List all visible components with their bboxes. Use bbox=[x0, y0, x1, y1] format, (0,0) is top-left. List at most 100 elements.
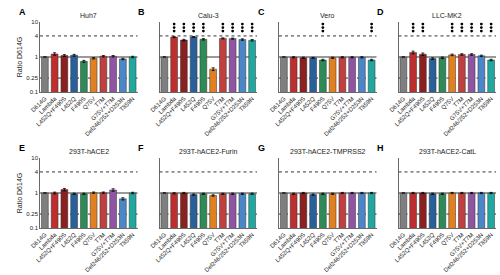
svg-text:L452Q+F490S: L452Q+F490S bbox=[274, 232, 306, 264]
svg-text:L452Q: L452Q bbox=[179, 95, 196, 112]
svg-text:Huh7: Huh7 bbox=[80, 12, 97, 19]
svg-text:F490S: F490S bbox=[189, 232, 206, 249]
svg-text:T7M: T7M bbox=[332, 232, 345, 245]
svg-text:D: D bbox=[377, 7, 384, 17]
svg-text:293T-hACE2-TMPRSS2: 293T-hACE2-TMPRSS2 bbox=[290, 148, 366, 155]
svg-text:T859N: T859N bbox=[238, 96, 255, 113]
svg-text:F490S: F490S bbox=[309, 96, 326, 113]
svg-text:T859N: T859N bbox=[357, 96, 374, 113]
svg-text:Ratio D614G: Ratio D614G bbox=[16, 173, 23, 213]
svg-text:L452Q: L452Q bbox=[418, 231, 435, 248]
svg-text:L452Q+F490S: L452Q+F490S bbox=[394, 96, 426, 128]
svg-text:D614G: D614G bbox=[150, 231, 168, 249]
svg-text:Q75V: Q75V bbox=[320, 232, 335, 247]
svg-text:L452Q: L452Q bbox=[60, 95, 77, 112]
svg-text:F490S: F490S bbox=[70, 96, 87, 113]
svg-text:B: B bbox=[138, 7, 145, 17]
svg-text:4: 4 bbox=[35, 169, 39, 175]
svg-text:Del246/252+D253N: Del246/252+D253N bbox=[443, 96, 485, 138]
svg-text:T859N: T859N bbox=[477, 232, 494, 249]
svg-text:L452Q: L452Q bbox=[299, 231, 316, 248]
svg-text:E: E bbox=[19, 143, 25, 153]
svg-text:Q75V: Q75V bbox=[440, 232, 455, 247]
svg-text:G75V+T7M: G75V+T7M bbox=[448, 232, 474, 258]
svg-text:T7M: T7M bbox=[213, 96, 226, 109]
svg-text:T859N: T859N bbox=[118, 232, 135, 249]
svg-text:0.1: 0.1 bbox=[30, 225, 39, 231]
svg-text:A: A bbox=[19, 7, 26, 17]
svg-text:D614G: D614G bbox=[389, 95, 407, 113]
svg-text:L452Q: L452Q bbox=[179, 231, 196, 248]
svg-text:4: 4 bbox=[35, 33, 39, 39]
svg-text:G75V+T7M: G75V+T7M bbox=[448, 96, 474, 122]
svg-text:Del246/252+D253N: Del246/252+D253N bbox=[84, 96, 126, 138]
svg-text:D614G: D614G bbox=[269, 231, 287, 249]
svg-text:F490S: F490S bbox=[70, 232, 87, 249]
svg-text:D614G: D614G bbox=[30, 231, 48, 249]
svg-text:0.1: 0.1 bbox=[30, 89, 39, 95]
svg-text:F490S: F490S bbox=[428, 96, 445, 113]
svg-text:Del246/252+D253N: Del246/252+D253N bbox=[84, 232, 126, 274]
svg-text:G75V+T7M: G75V+T7M bbox=[209, 96, 235, 122]
svg-text:D614G: D614G bbox=[150, 95, 168, 113]
svg-text:Q75V: Q75V bbox=[320, 96, 335, 111]
svg-text:F490S: F490S bbox=[309, 232, 326, 249]
svg-text:1: 1 bbox=[35, 190, 39, 196]
svg-text:T859N: T859N bbox=[357, 232, 374, 249]
svg-text:F490S: F490S bbox=[428, 232, 445, 249]
svg-text:T7M: T7M bbox=[452, 96, 465, 109]
svg-text:293T-hACE2-Furin: 293T-hACE2-Furin bbox=[179, 148, 237, 155]
svg-text:F: F bbox=[138, 143, 144, 153]
svg-text:G: G bbox=[258, 143, 265, 153]
svg-text:Q75V: Q75V bbox=[440, 96, 455, 111]
svg-text:T7M: T7M bbox=[93, 232, 106, 245]
svg-text:Del246/252+D253N: Del246/252+D253N bbox=[323, 96, 365, 138]
svg-text:G75V+T7M: G75V+T7M bbox=[90, 232, 116, 258]
svg-text:0.25: 0.25 bbox=[26, 211, 38, 217]
svg-text:G75V+T7M: G75V+T7M bbox=[209, 232, 235, 258]
svg-text:L452Q+F490S: L452Q+F490S bbox=[155, 96, 187, 128]
svg-text:T7M: T7M bbox=[332, 96, 345, 109]
svg-text:L452Q: L452Q bbox=[418, 95, 435, 112]
svg-text:T859N: T859N bbox=[118, 96, 135, 113]
svg-text:L452Q+F490S: L452Q+F490S bbox=[35, 232, 67, 264]
svg-text:G75V+T7M: G75V+T7M bbox=[329, 96, 355, 122]
svg-text:L452Q+F490S: L452Q+F490S bbox=[274, 96, 306, 128]
svg-text:10: 10 bbox=[31, 19, 38, 25]
svg-text:T7M: T7M bbox=[452, 232, 465, 245]
svg-text:Lambda: Lambda bbox=[157, 95, 177, 115]
svg-text:Q75V: Q75V bbox=[81, 96, 96, 111]
svg-text:Lambda: Lambda bbox=[396, 231, 416, 251]
svg-text:Del246/252+D253N: Del246/252+D253N bbox=[443, 232, 485, 274]
svg-text:H: H bbox=[377, 143, 384, 153]
svg-text:Q75V: Q75V bbox=[201, 232, 216, 247]
svg-text:L452Q+F490S: L452Q+F490S bbox=[394, 232, 426, 264]
svg-text:G75V+T7M: G75V+T7M bbox=[90, 96, 116, 122]
svg-text:D614G: D614G bbox=[30, 95, 48, 113]
svg-text:Q75V: Q75V bbox=[201, 96, 216, 111]
svg-text:Q75V: Q75V bbox=[81, 232, 96, 247]
svg-text:0.25: 0.25 bbox=[26, 75, 38, 81]
svg-text:L452Q: L452Q bbox=[299, 95, 316, 112]
svg-text:T859N: T859N bbox=[238, 232, 255, 249]
svg-text:L452Q+F490S: L452Q+F490S bbox=[155, 232, 187, 264]
svg-text:T859N: T859N bbox=[477, 96, 494, 113]
svg-text:Lambda: Lambda bbox=[277, 95, 297, 115]
svg-text:L452Q+F490S: L452Q+F490S bbox=[35, 96, 67, 128]
svg-text:D614G: D614G bbox=[269, 95, 287, 113]
svg-text:1: 1 bbox=[35, 54, 39, 60]
svg-text:F490S: F490S bbox=[189, 96, 206, 113]
svg-text:Ratio D614G: Ratio D614G bbox=[16, 37, 23, 77]
svg-text:293T-hACE2: 293T-hACE2 bbox=[69, 148, 109, 155]
svg-text:Lambda: Lambda bbox=[38, 231, 58, 251]
svg-text:Lambda: Lambda bbox=[396, 95, 416, 115]
svg-text:Lambda: Lambda bbox=[277, 231, 297, 251]
svg-text:Lambda: Lambda bbox=[38, 95, 58, 115]
svg-text:Del246/252+D253N: Del246/252+D253N bbox=[204, 232, 246, 274]
svg-text:Del246/252+D253N: Del246/252+D253N bbox=[323, 232, 365, 274]
svg-text:C: C bbox=[258, 7, 265, 17]
svg-text:10: 10 bbox=[31, 155, 38, 161]
svg-text:293T-hACE2-CatL: 293T-hACE2-CatL bbox=[419, 148, 476, 155]
svg-text:T7M: T7M bbox=[93, 96, 106, 109]
svg-text:LLC-MK2: LLC-MK2 bbox=[432, 12, 462, 19]
